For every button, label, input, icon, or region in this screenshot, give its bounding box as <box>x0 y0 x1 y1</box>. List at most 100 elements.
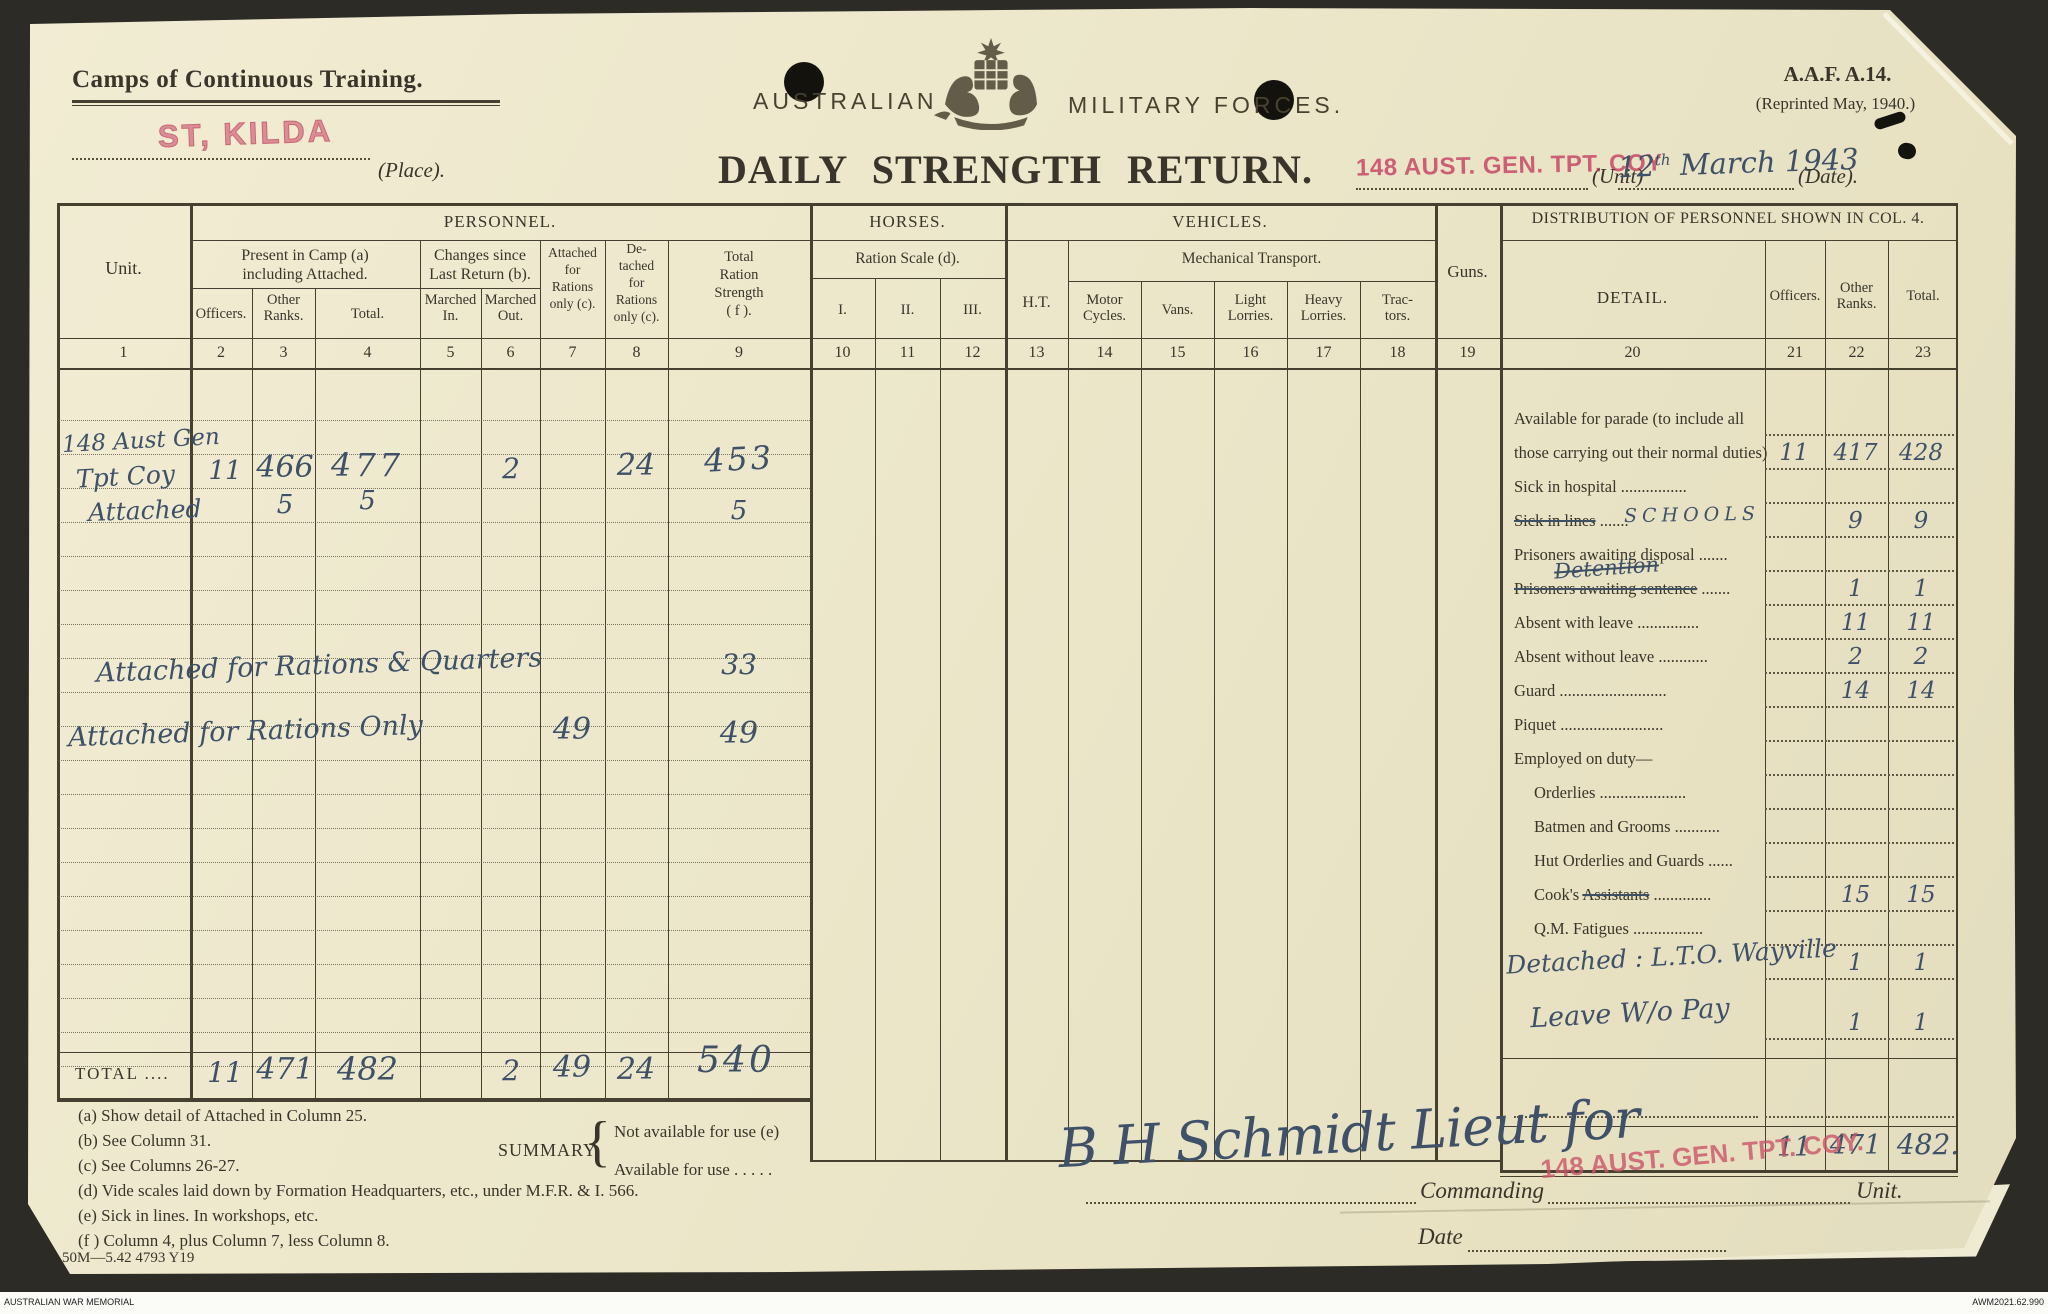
table-line <box>57 368 1958 370</box>
distribution-row: Prisoners awaiting disposal ....... <box>1500 540 1960 574</box>
cell-other-ranks: 1 <box>1825 576 1886 606</box>
col-number: 5 <box>446 344 455 361</box>
total-officers: 11 <box>207 1056 243 1089</box>
cell-marched-out: 2 <box>502 452 520 485</box>
dist-total-total: 482. <box>1896 1128 1960 1161</box>
cell-other-ranks <box>1825 918 1886 946</box>
group-header-horses: HORSES. <box>869 212 946 231</box>
cell-total: 428 <box>1888 440 1954 470</box>
cell-officers <box>1765 408 1823 436</box>
col-header-marched-in: Marched In. <box>424 292 477 324</box>
signature-line <box>1086 1202 1416 1204</box>
distribution-row: Leave W/o Pay 1 1 <box>1500 993 1960 1042</box>
cell-total: 5 <box>359 486 376 516</box>
distribution-row: Sick in lines ....... SCHOOLS 9 9 <box>1500 503 1960 540</box>
unit-label: (Unit) <box>1592 164 1644 188</box>
col-number: 23 <box>1915 344 1931 361</box>
date-label-bottom: Date <box>1418 1224 1463 1249</box>
col-number: 10 <box>834 344 851 361</box>
date-label: (Date). <box>1798 164 1859 188</box>
col-header-ration-scale: Ration Scale (d). <box>855 250 960 267</box>
table-line <box>57 203 1958 206</box>
col-header-scale1: I. <box>838 302 847 318</box>
cell-other-ranks: 417 <box>1825 440 1886 470</box>
col-header-ht: H.T. <box>1022 294 1051 311</box>
cell-ration-strength: 33 <box>721 648 757 681</box>
total-other-ranks: 471 <box>256 1052 314 1087</box>
cell-officers <box>1765 748 1823 776</box>
cell-total <box>1888 408 1954 436</box>
col-header-motor-cycles: Motor Cycles. <box>1082 292 1127 324</box>
col-number: 9 <box>735 344 743 361</box>
cell-other-ranks: 466 <box>256 450 314 485</box>
col-number: 2 <box>217 344 225 361</box>
cell-total: 9 <box>1888 508 1954 538</box>
table-line <box>1500 1176 1958 1177</box>
col-header-light-lorries: Light Lorries. <box>1227 292 1274 324</box>
total-row-label: TOTAL .... <box>75 1064 170 1083</box>
table-line <box>1068 240 1069 1160</box>
program-title: Camps of Continuous Training. <box>72 66 424 93</box>
archive-bar-left: AUSTRALIAN WAR MEMORIAL <box>4 1297 135 1307</box>
cell-officers <box>1765 544 1823 572</box>
cell-officers <box>1765 1090 1823 1118</box>
cell-officers <box>1765 680 1823 708</box>
row-label: Prisoners awaiting sentence ....... <box>1514 579 1731 598</box>
col-header-scale3: III. <box>963 302 982 318</box>
row-label: those carrying out their normal duties) <box>1514 443 1768 462</box>
table-line <box>420 240 421 1098</box>
unit-name-line3: Attached <box>87 494 202 527</box>
distribution-row: Hut Orderlies and Guards ...... <box>1500 846 1960 880</box>
table-line <box>810 203 813 1160</box>
table-line <box>1068 281 1435 282</box>
program-underline <box>72 105 500 106</box>
col-number: 21 <box>1787 344 1803 361</box>
total-attached: 49 <box>552 1050 592 1085</box>
cell-detached: 24 <box>616 448 656 483</box>
summary-label: SUMMARY <box>498 1140 598 1160</box>
cell-total: 15 <box>1888 882 1954 912</box>
col-number: 16 <box>1242 344 1259 361</box>
distribution-row: those carrying out their normal duties) … <box>1500 438 1960 472</box>
row-label: Hut Orderlies and Guards ...... <box>1534 851 1733 870</box>
col-header-present: Present in Camp (a) including Attached. <box>241 247 369 283</box>
dist-total-other-ranks: 471 <box>1829 1130 1882 1161</box>
commanding-label: Commanding <box>1420 1178 1544 1203</box>
col-header-d-officers: Officers. <box>1769 288 1821 304</box>
table-line <box>1360 281 1361 1160</box>
cell-officers <box>1765 1012 1823 1040</box>
table-line <box>190 203 193 1098</box>
form-title: DAILY STRENGTH RETURN. <box>718 147 1313 192</box>
table-line <box>1500 203 1503 1170</box>
table-line <box>1435 203 1438 1160</box>
table-line <box>1005 203 1008 1160</box>
col-header-total: Total. <box>350 306 385 322</box>
cell-total: 477 <box>330 446 405 484</box>
unit-name-line2: Tpt Coy <box>75 459 176 494</box>
col-number: 22 <box>1848 344 1865 361</box>
group-header-vehicles: VEHICLES. <box>1172 212 1268 231</box>
col-number: 4 <box>363 344 372 361</box>
col-number: 15 <box>1169 344 1186 361</box>
row-label: Prisoners awaiting disposal ....... <box>1514 545 1728 564</box>
total-ration-strength: 540 <box>697 1040 775 1081</box>
cell-other-ranks <box>1825 714 1886 742</box>
col-header-d-total: Total. <box>1906 288 1940 304</box>
col-header-unit: Unit. <box>105 258 142 278</box>
row-label: Available for parade (to include all <box>1514 409 1745 428</box>
col-header-total-ration: Total Ration Strength ( f ). <box>714 249 764 319</box>
cell-ration-strength: 5 <box>730 496 748 526</box>
table-line <box>875 278 876 1160</box>
distribution-row: Absent with leave ............... 11 11 <box>1500 608 1960 642</box>
col-number: 17 <box>1315 344 1332 361</box>
summary-line2: Available for use . . . . . <box>614 1160 773 1179</box>
ledger-dotted-rows <box>57 387 810 1067</box>
cell-total: 11 <box>1888 610 1954 640</box>
table-line <box>810 278 1005 279</box>
col-header-changes: Changes since Last Return (b). <box>429 247 531 283</box>
row-label: Piquet ......................... <box>1514 715 1664 734</box>
col-number: 12 <box>964 344 981 361</box>
cell-other-ranks <box>1825 1090 1886 1118</box>
col-header-detached: De- tached for Rations only (c). <box>613 241 660 324</box>
col-header-guns: Guns. <box>1447 262 1488 281</box>
